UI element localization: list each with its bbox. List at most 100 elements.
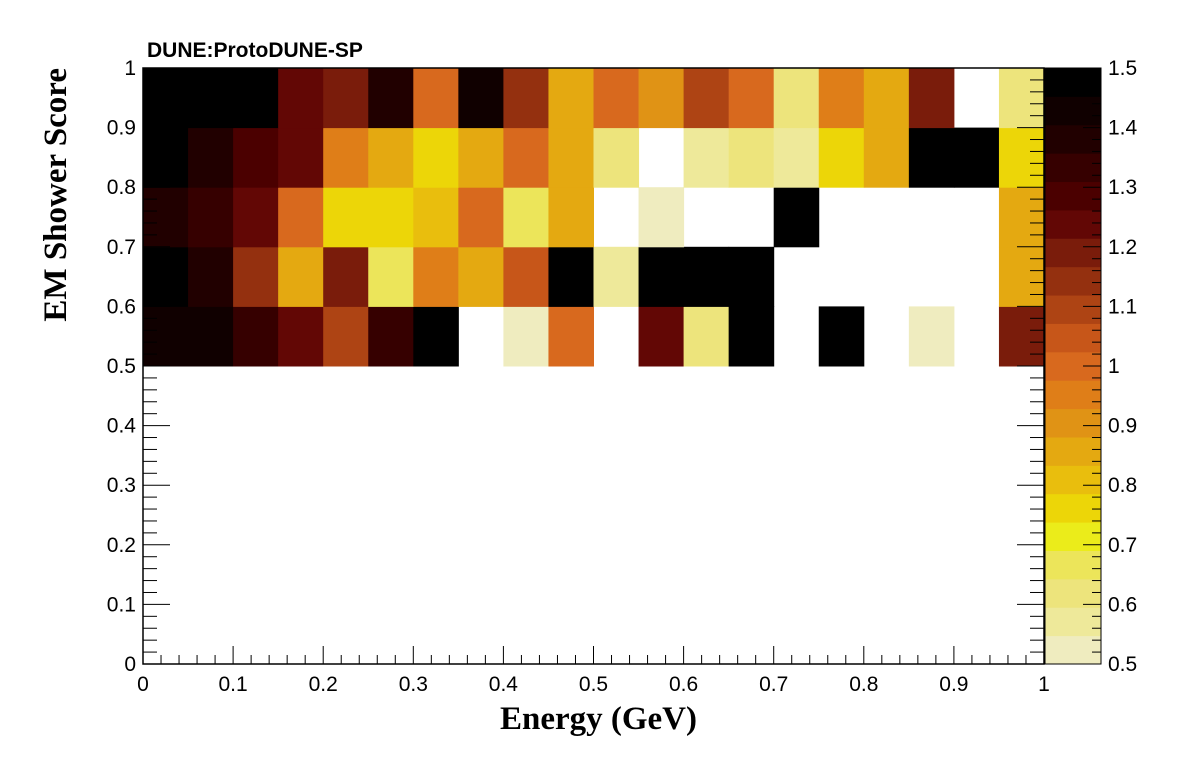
heatmap-cell — [998, 306, 1045, 367]
heatmap-cell — [503, 127, 549, 188]
y-tick-label: 0.9 — [107, 117, 136, 140]
colorbar-tick-label: 1 — [1108, 355, 1120, 378]
heatmap-cell — [908, 127, 955, 188]
colorbar-swatch — [1045, 465, 1101, 495]
experiment-label: DUNE:ProtoDUNE-SP — [147, 39, 363, 62]
heatmap-cell — [368, 246, 414, 307]
heatmap-cell — [323, 246, 369, 307]
heatmap-cell — [323, 187, 369, 248]
heatmap-cell — [638, 68, 685, 129]
x-tick-label: 0.2 — [309, 673, 338, 696]
colorbar-tick-label: 1.5 — [1108, 57, 1137, 80]
heatmap-cell — [998, 68, 1045, 129]
heatmap-cell — [368, 68, 414, 129]
heatmap-cell — [638, 187, 685, 248]
heatmap-cell — [143, 187, 189, 248]
heatmap-cell — [458, 127, 504, 188]
colorbar-swatch — [1045, 68, 1101, 97]
colorbar-tick-label: 0.8 — [1108, 474, 1137, 497]
heatmap-cell — [413, 127, 459, 188]
heatmap-cell — [773, 68, 820, 129]
colorbar-tick-label: 0.7 — [1108, 534, 1137, 557]
heatmap-cell — [233, 187, 279, 248]
heatmap-cell — [188, 68, 234, 129]
heatmap-cell — [233, 246, 279, 307]
heatmap-cell — [458, 246, 504, 307]
heatmap-cell — [233, 68, 279, 129]
x-tick-label: 0.8 — [849, 673, 878, 696]
heatmap-cell — [908, 68, 955, 129]
heatmap-cell — [638, 306, 685, 367]
colorbar-swatch — [1045, 295, 1101, 324]
colorbar-swatch — [1045, 96, 1101, 126]
y-tick-label: 0.8 — [107, 176, 136, 199]
y-axis: 0 0.1 0.2 0.3 0.4 0.5 0.6 0.7 0.8 0.9 1 — [107, 57, 1044, 676]
y-tick-label: 0.3 — [107, 474, 136, 497]
y-tick-label: 0.4 — [107, 415, 137, 438]
heatmap-cell — [863, 127, 910, 188]
heatmap-cell — [593, 127, 640, 188]
heatmap-cell — [908, 306, 955, 367]
heatmap-cell — [413, 187, 459, 248]
colorbar-swatch — [1045, 493, 1101, 523]
heatmap-cell — [233, 127, 279, 188]
heatmap-cell — [548, 306, 594, 367]
y-tick-label: 0.7 — [107, 236, 136, 259]
x-tick-label: 0.4 — [489, 673, 519, 696]
heatmap-cell — [458, 68, 504, 129]
y-tick-label: 0 — [124, 653, 136, 676]
heatmap-cell — [953, 127, 1000, 188]
heatmap-cell — [458, 187, 504, 248]
y-tick-label: 1 — [124, 57, 136, 80]
heatmap-cell — [998, 127, 1045, 188]
heatmap-cell — [278, 187, 324, 248]
heatmap-cell — [638, 246, 685, 307]
heatmap-cell — [683, 127, 730, 188]
heatmap-cell — [278, 127, 324, 188]
heatmap-cell — [548, 246, 594, 307]
colorbar-swatch — [1045, 550, 1101, 580]
heatmap-cell — [233, 306, 279, 367]
heatmap-cell — [548, 127, 594, 188]
colorbar-swatch — [1045, 266, 1101, 296]
x-tick-label: 0.5 — [579, 673, 608, 696]
heatmap-cell — [143, 127, 189, 188]
x-tick-label: 0.3 — [399, 673, 428, 696]
colorbar-tick-label: 1.2 — [1108, 236, 1137, 259]
colorbar-tick-label: 0.6 — [1108, 593, 1137, 616]
heatmap-cell — [773, 127, 820, 188]
colorbar-swatch — [1045, 436, 1101, 466]
heatmap-cell — [728, 127, 775, 188]
colorbar-swatch — [1045, 408, 1101, 438]
heatmap-cell — [323, 127, 369, 188]
heatmap-cell — [818, 306, 865, 367]
colorbar-tick-label: 1.3 — [1108, 176, 1137, 199]
x-tick-label: 0.1 — [218, 673, 247, 696]
x-tick-label: 0.6 — [669, 673, 698, 696]
colorbar-tick-label: 0.5 — [1108, 653, 1137, 676]
heatmap-cell — [503, 187, 549, 248]
colorbar-swatch — [1045, 522, 1101, 551]
colorbar-swatch — [1045, 323, 1101, 353]
heatmap-cell — [683, 306, 730, 367]
colorbar-tick-label: 1.4 — [1108, 117, 1138, 140]
colorbar-swatch — [1045, 578, 1101, 608]
heatmap-cell — [503, 306, 549, 367]
colorbar-swatch — [1045, 380, 1101, 410]
heatmap-cell — [998, 246, 1045, 307]
x-tick-label: 0.7 — [759, 673, 788, 696]
x-tick-label: 0 — [137, 673, 149, 696]
heatmap-cell — [683, 246, 730, 307]
colorbar-tick-label: 1.1 — [1108, 295, 1137, 318]
heatmap-cell — [503, 68, 549, 129]
heatmap-cell — [143, 306, 189, 367]
x-axis-label: Energy (GeV) — [500, 701, 697, 737]
heatmap-cell — [188, 306, 234, 367]
y-tick-label: 0.2 — [107, 534, 136, 557]
x-tick-label: 0.9 — [939, 673, 968, 696]
heatmap-cell — [548, 187, 594, 248]
heatmap-cell — [188, 246, 234, 307]
y-axis-label: EM Shower Score — [38, 68, 74, 322]
heatmap-cell — [143, 246, 189, 307]
colorbar-swatch — [1045, 607, 1101, 637]
